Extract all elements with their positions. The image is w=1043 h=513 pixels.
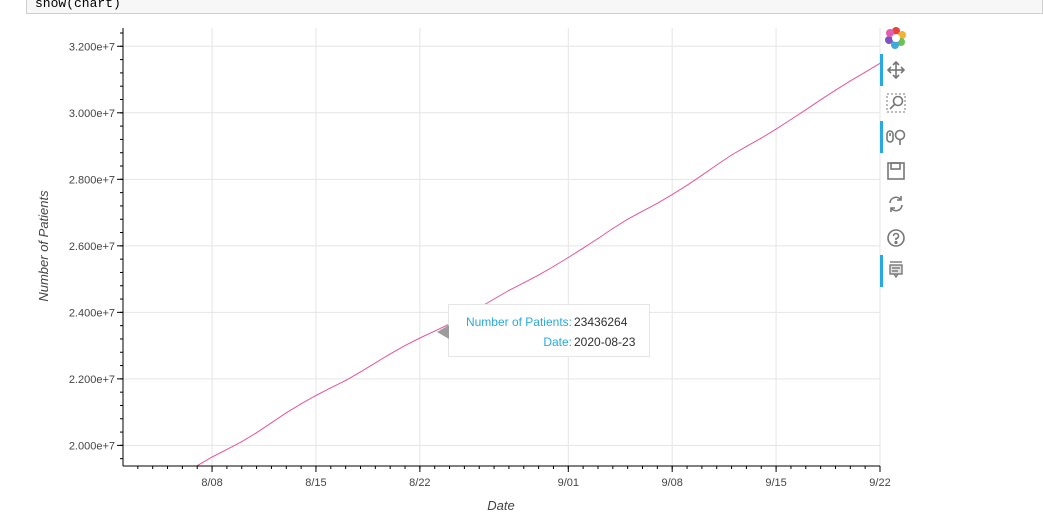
data-point xyxy=(270,422,272,424)
data-point xyxy=(300,403,302,405)
data-point xyxy=(805,109,807,111)
y-tick-label: 2.200e+7 xyxy=(69,374,115,386)
data-point xyxy=(552,265,554,267)
data-point xyxy=(419,337,421,339)
wheel-zoom-icon[interactable] xyxy=(880,121,910,153)
data-point xyxy=(597,238,599,240)
y-tick-label: 3.200e+7 xyxy=(69,41,115,53)
data-point xyxy=(211,456,213,458)
data-point xyxy=(731,154,733,156)
y-tick-label: 2.000e+7 xyxy=(69,440,115,452)
tooltip-value: 23436264 xyxy=(574,315,628,329)
data-point xyxy=(226,448,228,450)
data-point xyxy=(567,256,569,258)
data-point xyxy=(285,412,287,414)
x-tick-label: 9/08 xyxy=(661,477,682,489)
data-point xyxy=(745,145,747,147)
tooltip-label: Number of Patients: xyxy=(465,315,572,329)
hover-icon[interactable] xyxy=(880,255,910,287)
data-point xyxy=(612,228,614,230)
bokeh-logo-icon[interactable] xyxy=(882,24,910,52)
data-point xyxy=(627,218,629,220)
code-text: show(chart) xyxy=(35,0,121,11)
data-point xyxy=(790,118,792,120)
data-point xyxy=(508,289,510,291)
box-zoom-icon[interactable] xyxy=(882,89,910,117)
data-point xyxy=(241,441,243,443)
data-point xyxy=(523,282,525,284)
data-point xyxy=(359,371,361,373)
tooltip-row-date: Date: 2020-08-23 xyxy=(543,335,649,351)
x-tick-label: 9/01 xyxy=(558,477,579,489)
y-tick-label: 3.000e+7 xyxy=(69,108,115,120)
data-point xyxy=(642,210,644,212)
pan-icon[interactable] xyxy=(880,54,910,86)
x-tick-label: 8/15 xyxy=(305,477,326,489)
data-point xyxy=(315,394,317,396)
data-point xyxy=(656,202,658,204)
data-point xyxy=(330,387,332,389)
data-point xyxy=(434,330,436,332)
reset-icon[interactable] xyxy=(882,190,910,218)
data-point xyxy=(256,432,258,434)
x-axis-ticks: 8/08 8/15 8/22 9/01 9/08 9/15 9/22 xyxy=(201,466,891,489)
data-point xyxy=(716,164,718,166)
x-tick-label: 9/22 xyxy=(869,477,890,489)
grid-lines xyxy=(123,28,881,466)
x-tick-label: 8/08 xyxy=(201,477,222,489)
x-tick-label: 8/22 xyxy=(409,477,430,489)
data-point xyxy=(345,380,347,382)
data-point xyxy=(775,128,777,130)
y-tick-label: 2.600e+7 xyxy=(69,241,115,253)
x-tick-label: 9/15 xyxy=(765,477,786,489)
plot-area[interactable] xyxy=(123,28,879,466)
tooltip-row-patients: Number of Patients: 23436264 xyxy=(466,315,649,331)
save-icon[interactable] xyxy=(882,157,910,185)
hover-tooltip: Number of Patients: 23436264 Date: 2020-… xyxy=(437,304,650,357)
data-point xyxy=(849,80,851,82)
tooltip-value: 2020-08-23 xyxy=(574,335,636,349)
data-point xyxy=(582,247,584,249)
data-point xyxy=(493,298,495,300)
help-icon[interactable] xyxy=(882,224,910,252)
data-point xyxy=(701,174,703,176)
tooltip-label: Date: xyxy=(543,335,572,349)
data-point xyxy=(686,184,688,186)
data-point xyxy=(671,194,673,196)
data-point xyxy=(538,274,540,276)
y-axis-label: Number of Patients xyxy=(36,190,51,302)
data-point xyxy=(864,71,866,73)
data-point xyxy=(404,345,406,347)
data-point xyxy=(374,362,376,364)
data-point xyxy=(834,89,836,91)
y-tick-label: 2.800e+7 xyxy=(69,174,115,186)
data-point xyxy=(389,353,391,355)
x-axis-label: Date xyxy=(487,498,514,513)
data-point xyxy=(760,137,762,139)
bokeh-toolbar xyxy=(880,24,910,294)
y-axis-ticks: 2.000e+7 2.200e+7 2.400e+7 2.600e+7 2.800e+7… xyxy=(69,41,123,452)
data-point xyxy=(820,99,822,101)
y-tick-label: 2.400e+7 xyxy=(69,307,115,319)
